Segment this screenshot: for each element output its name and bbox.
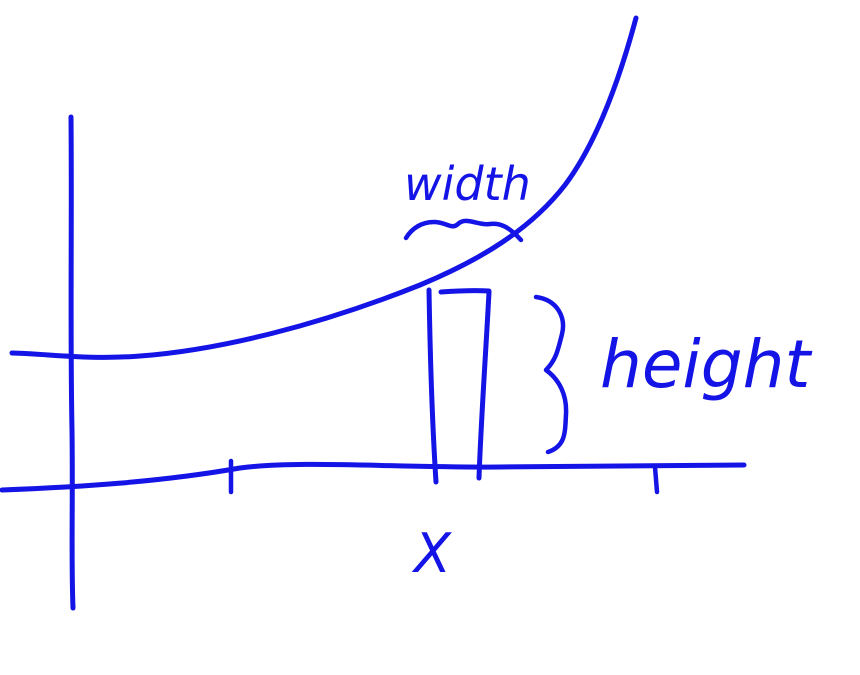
height-label: height [600, 326, 812, 403]
width-squiggle [403, 218, 524, 243]
rectangle-top [438, 288, 492, 295]
width-label: width [404, 157, 531, 211]
height-brace [533, 294, 569, 455]
rectangle-left-side [426, 287, 439, 485]
x-label: X [411, 522, 452, 585]
y-axis [68, 114, 76, 611]
rectangle-right-side [476, 289, 492, 481]
curve [9, 15, 639, 360]
x-axis-tick [652, 464, 660, 495]
x-axis [0, 461, 747, 493]
